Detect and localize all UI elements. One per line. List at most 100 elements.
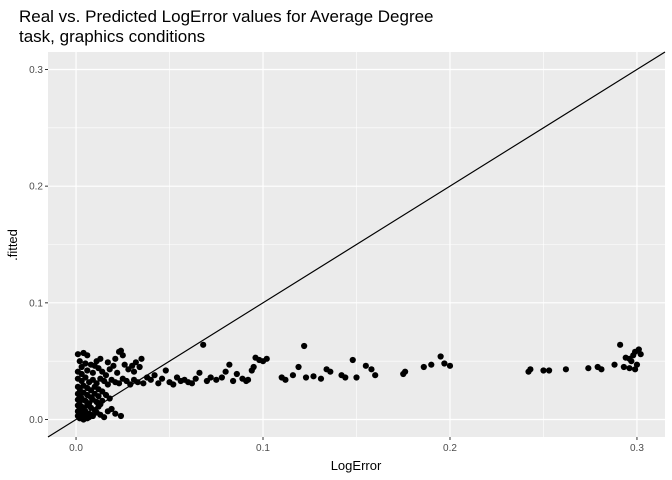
- data-point: [545, 367, 553, 374]
- data-point: [95, 403, 102, 410]
- x-tick-label: 0.3: [630, 443, 644, 454]
- data-point: [207, 374, 214, 381]
- x-tick-label: 0.1: [256, 443, 270, 454]
- data-point: [342, 374, 349, 381]
- data-point: [99, 397, 106, 404]
- data-point: [301, 342, 308, 350]
- data-point: [631, 366, 639, 373]
- chart-title-line-1: Real vs. Predicted LogError values for A…: [19, 7, 434, 26]
- data-point: [230, 377, 237, 385]
- data-point: [147, 376, 154, 383]
- data-point: [136, 363, 143, 371]
- data-point: [620, 363, 627, 371]
- data-point: [82, 374, 89, 381]
- data-point: [420, 363, 427, 371]
- y-tick-label: 0.0: [29, 415, 43, 426]
- data-point: [372, 372, 379, 379]
- data-point: [78, 363, 85, 371]
- data-point: [428, 361, 435, 368]
- data-point: [196, 369, 203, 376]
- data-point: [127, 381, 134, 388]
- axes: 0.0 0.1 0.2 0.3 0.0 0.1 0.2 0.3: [29, 65, 644, 454]
- data-point: [302, 374, 310, 381]
- data-point: [104, 359, 111, 366]
- data-point: [295, 363, 302, 371]
- data-point: [218, 374, 225, 381]
- data-point: [74, 351, 82, 358]
- data-point: [117, 412, 125, 420]
- data-point: [76, 358, 83, 365]
- data-point: [140, 380, 147, 387]
- data-point: [112, 355, 119, 362]
- data-point: [106, 395, 113, 402]
- data-point: [102, 372, 110, 379]
- data-point: [100, 414, 108, 421]
- y-tick-label: 0.3: [29, 65, 43, 76]
- data-point: [121, 361, 128, 368]
- data-point: [617, 341, 624, 348]
- y-tick-label: 0.1: [29, 298, 43, 309]
- data-point: [200, 341, 207, 348]
- data-point: [158, 375, 166, 382]
- data-point: [130, 368, 138, 375]
- data-point: [222, 368, 229, 375]
- data-point: [117, 347, 125, 354]
- data-point: [89, 369, 96, 376]
- data-point: [188, 380, 196, 387]
- data-point: [540, 367, 547, 374]
- x-axis-title: LogError: [331, 458, 382, 473]
- data-point: [95, 393, 102, 400]
- data-point: [84, 367, 91, 374]
- data-point: [97, 355, 104, 362]
- data-point: [162, 367, 169, 374]
- data-point: [132, 359, 139, 366]
- data-point: [441, 360, 448, 367]
- data-point: [192, 375, 199, 382]
- data-point: [310, 373, 317, 380]
- data-point: [282, 376, 289, 383]
- data-point: [134, 379, 141, 386]
- data-point: [626, 355, 633, 362]
- data-point: [289, 372, 297, 379]
- data-point: [437, 353, 444, 360]
- reference-line-group: [47, 51, 666, 438]
- data-point: [138, 355, 145, 362]
- y-tick-label: 0.2: [29, 182, 43, 193]
- data-point: [527, 366, 534, 373]
- data-point: [349, 356, 356, 364]
- data-point: [112, 410, 119, 417]
- data-point: [170, 381, 177, 388]
- data-point: [226, 361, 233, 368]
- data-point: [243, 377, 250, 385]
- data-point: [151, 372, 158, 379]
- chart-title-line-2: task, graphics conditions: [19, 27, 205, 46]
- data-point: [87, 411, 95, 418]
- data-point: [353, 374, 360, 381]
- data-point: [637, 351, 644, 358]
- grid-lines: [48, 52, 665, 437]
- data-point: [233, 370, 240, 378]
- data-point: [263, 355, 270, 362]
- data-point: [362, 362, 369, 369]
- data-point: [626, 365, 633, 372]
- data-point: [368, 366, 375, 373]
- data-point: [562, 366, 570, 373]
- data-point: [108, 405, 115, 413]
- data-point: [327, 368, 334, 375]
- x-tick-label: 0.2: [443, 443, 457, 454]
- data-point: [104, 381, 111, 388]
- data-point: [446, 362, 454, 369]
- y-axis-title: .fitted: [5, 229, 20, 261]
- reference-line: [47, 51, 666, 438]
- data-points: [74, 341, 644, 423]
- data-point: [110, 362, 117, 369]
- data-point: [585, 365, 592, 372]
- data-point: [84, 352, 91, 359]
- data-point: [250, 363, 257, 371]
- data-point: [119, 352, 126, 359]
- data-point: [635, 346, 642, 353]
- data-point: [633, 361, 641, 368]
- data-point: [114, 369, 121, 376]
- data-point: [155, 380, 162, 387]
- data-point: [611, 361, 618, 368]
